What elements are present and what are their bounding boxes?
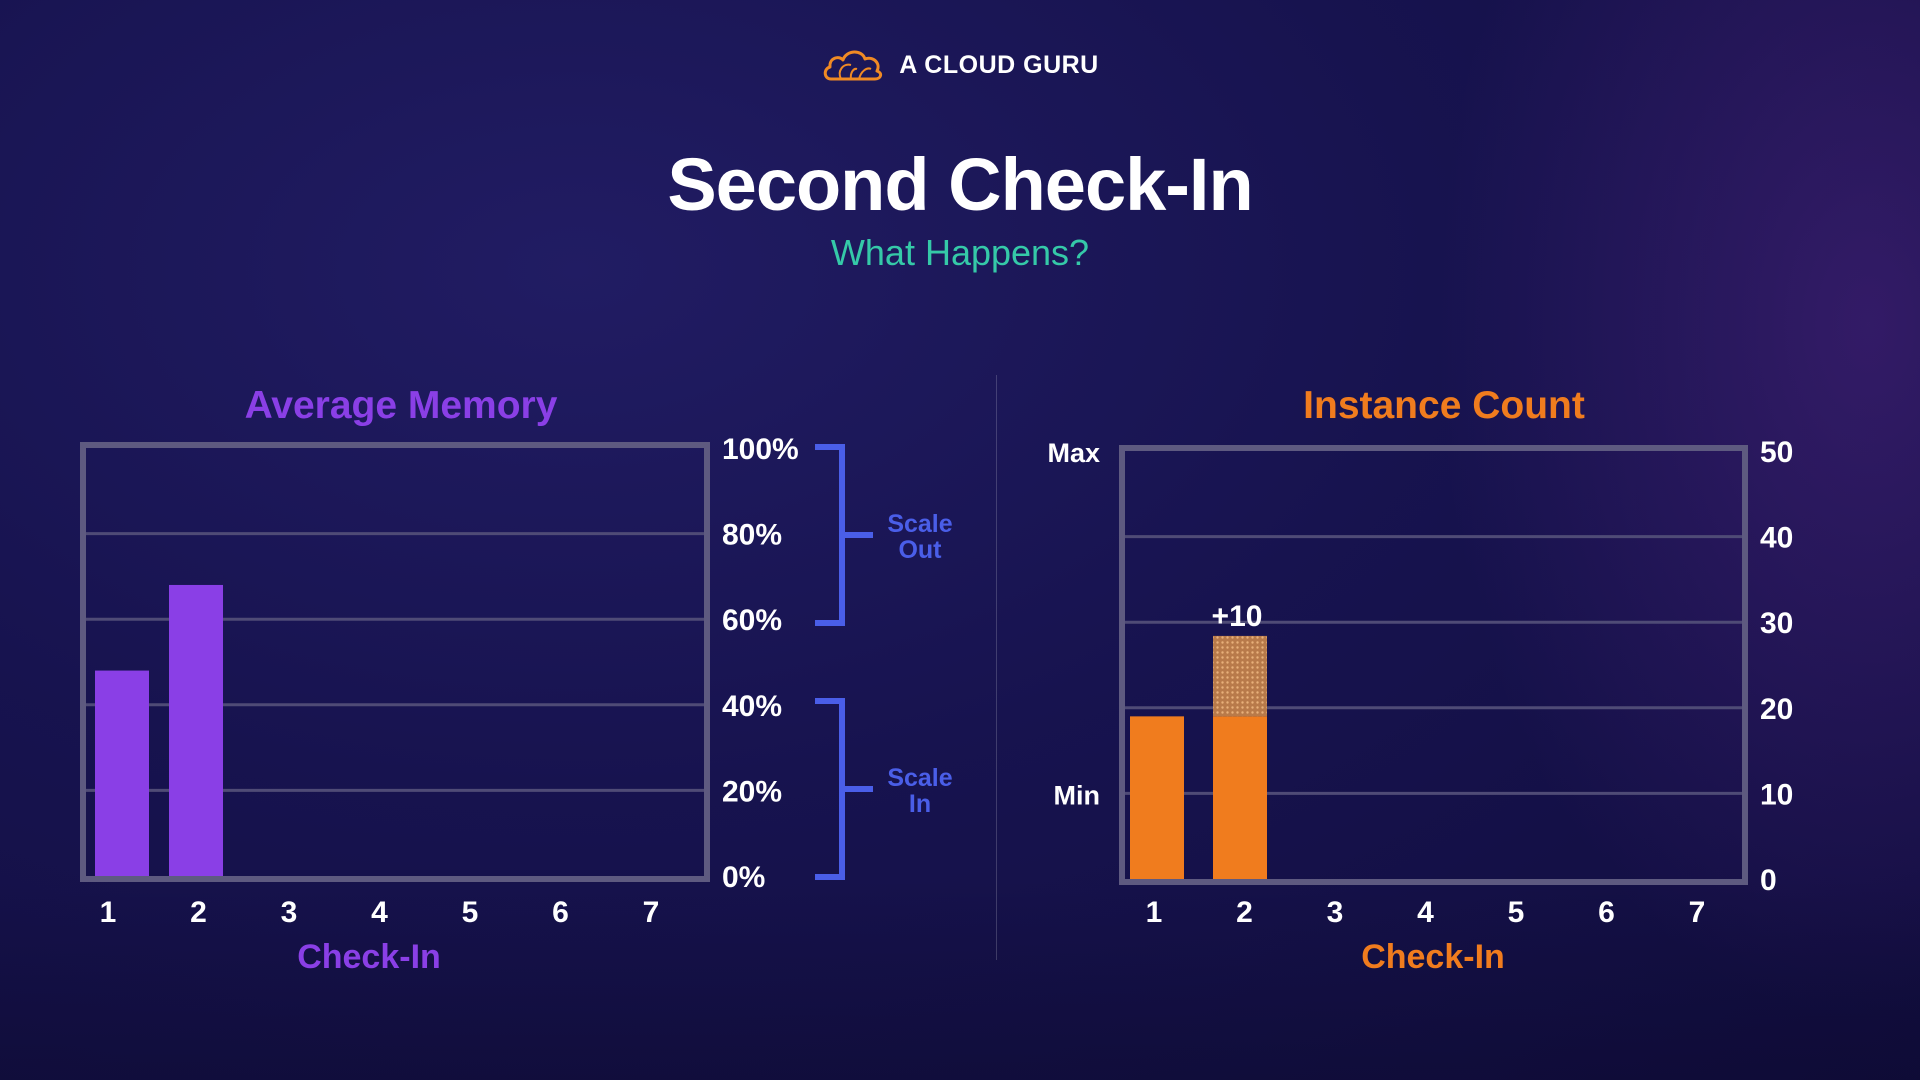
cloud-icon <box>823 50 883 81</box>
scale-label-line2: In <box>909 790 931 818</box>
memory-y-tick-label: 80% <box>722 519 782 552</box>
chart-divider <box>996 375 997 960</box>
memory-x-tick-label: 6 <box>552 896 569 929</box>
memory-bar <box>95 670 149 876</box>
memory-y-tick-label: 20% <box>722 775 782 808</box>
memory-x-tick-label: 4 <box>371 896 388 929</box>
scale-label-line1: Scale <box>887 510 952 538</box>
memory-y-tick-label: 40% <box>722 690 782 723</box>
memory-y-tick-label: 0% <box>722 861 765 894</box>
memory-y-tick-label: 60% <box>722 604 782 637</box>
memory-x-tick-label: 3 <box>281 896 298 929</box>
background-shade <box>0 880 1920 1080</box>
memory-chart-title: Average Memory <box>245 384 558 427</box>
memory-y-ticks: 0% 20% 40% 60% 80% 100% <box>722 433 799 894</box>
memory-bar <box>169 584 223 876</box>
brand-logo: A CLOUD GURU <box>0 40 1920 90</box>
memory-y-tick-label: 100% <box>722 433 799 466</box>
scale-bracket <box>815 444 873 626</box>
memory-x-tick-label: 2 <box>190 896 207 929</box>
scale-bracket <box>815 698 873 880</box>
memory-plot-frame <box>80 442 710 882</box>
memory-x-ticks: 1 2 3 4 5 6 7 <box>100 896 660 929</box>
page-title: Second Check-In <box>667 143 1253 226</box>
scale-label-line2: Out <box>898 536 942 564</box>
page-subtitle: What Happens? <box>830 232 1090 273</box>
memory-bars <box>95 584 223 876</box>
scale-label-line1: Scale <box>887 764 952 792</box>
memory-x-axis-label: Check-In <box>297 938 441 976</box>
memory-x-tick-label: 5 <box>462 896 479 929</box>
memory-x-tick-label: 7 <box>643 896 660 929</box>
brand-name: A CLOUD GURU <box>899 50 1099 79</box>
memory-x-tick-label: 1 <box>100 896 117 929</box>
